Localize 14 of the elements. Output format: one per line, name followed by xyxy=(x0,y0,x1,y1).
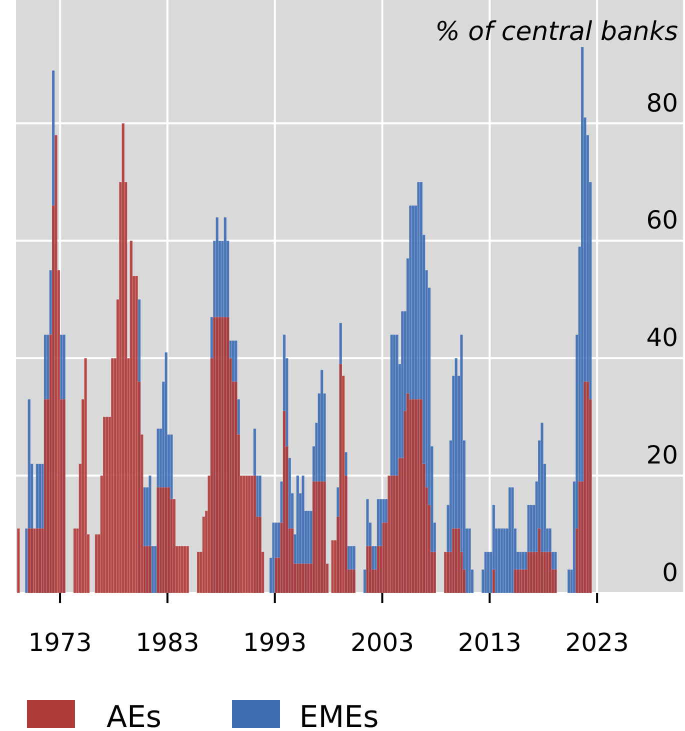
y-tick-label: 20 xyxy=(646,440,678,470)
y-tick-label: 0 xyxy=(662,558,678,587)
x-tick-label: 2003 xyxy=(350,628,414,657)
y-tick-label: 40 xyxy=(646,323,678,352)
x-tick-label: 2013 xyxy=(458,628,522,657)
x-tick-label: 1973 xyxy=(28,628,92,657)
y-tick-label: 80 xyxy=(646,88,678,118)
x-tick-label: 1983 xyxy=(136,628,200,657)
x-tick-label: 1993 xyxy=(243,628,307,657)
legend-label: EMEs xyxy=(299,700,379,731)
legend-label: AEs xyxy=(106,700,162,731)
y-axis-title: % of central banks xyxy=(435,17,678,47)
x-tick-label: 2023 xyxy=(565,628,629,657)
y-tick-label: 60 xyxy=(646,206,678,235)
